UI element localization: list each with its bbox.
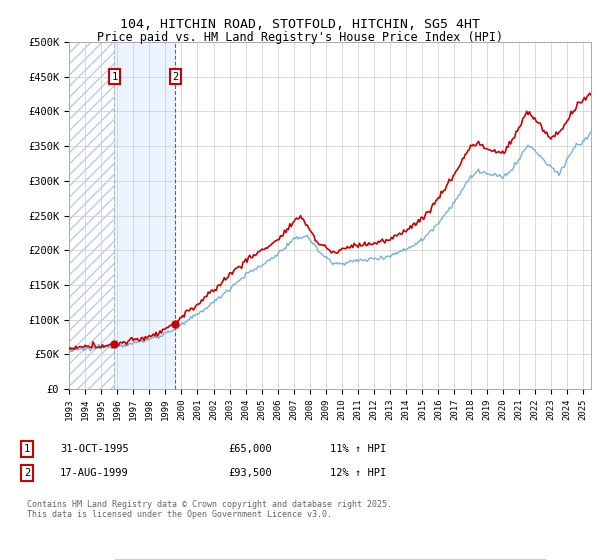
Text: 31-OCT-1995: 31-OCT-1995 <box>60 444 129 454</box>
Text: Price paid vs. HM Land Registry's House Price Index (HPI): Price paid vs. HM Land Registry's House … <box>97 31 503 44</box>
Text: 2: 2 <box>172 72 178 82</box>
Text: 11% ↑ HPI: 11% ↑ HPI <box>330 444 386 454</box>
Text: 2: 2 <box>24 468 30 478</box>
Text: 1: 1 <box>24 444 30 454</box>
Text: £93,500: £93,500 <box>228 468 272 478</box>
Text: 104, HITCHIN ROAD, STOTFOLD, HITCHIN, SG5 4HT: 104, HITCHIN ROAD, STOTFOLD, HITCHIN, SG… <box>120 18 480 31</box>
Text: 17-AUG-1999: 17-AUG-1999 <box>60 468 129 478</box>
Text: Contains HM Land Registry data © Crown copyright and database right 2025.
This d: Contains HM Land Registry data © Crown c… <box>27 500 392 519</box>
Text: 12% ↑ HPI: 12% ↑ HPI <box>330 468 386 478</box>
Text: £65,000: £65,000 <box>228 444 272 454</box>
Text: 1: 1 <box>112 72 118 82</box>
